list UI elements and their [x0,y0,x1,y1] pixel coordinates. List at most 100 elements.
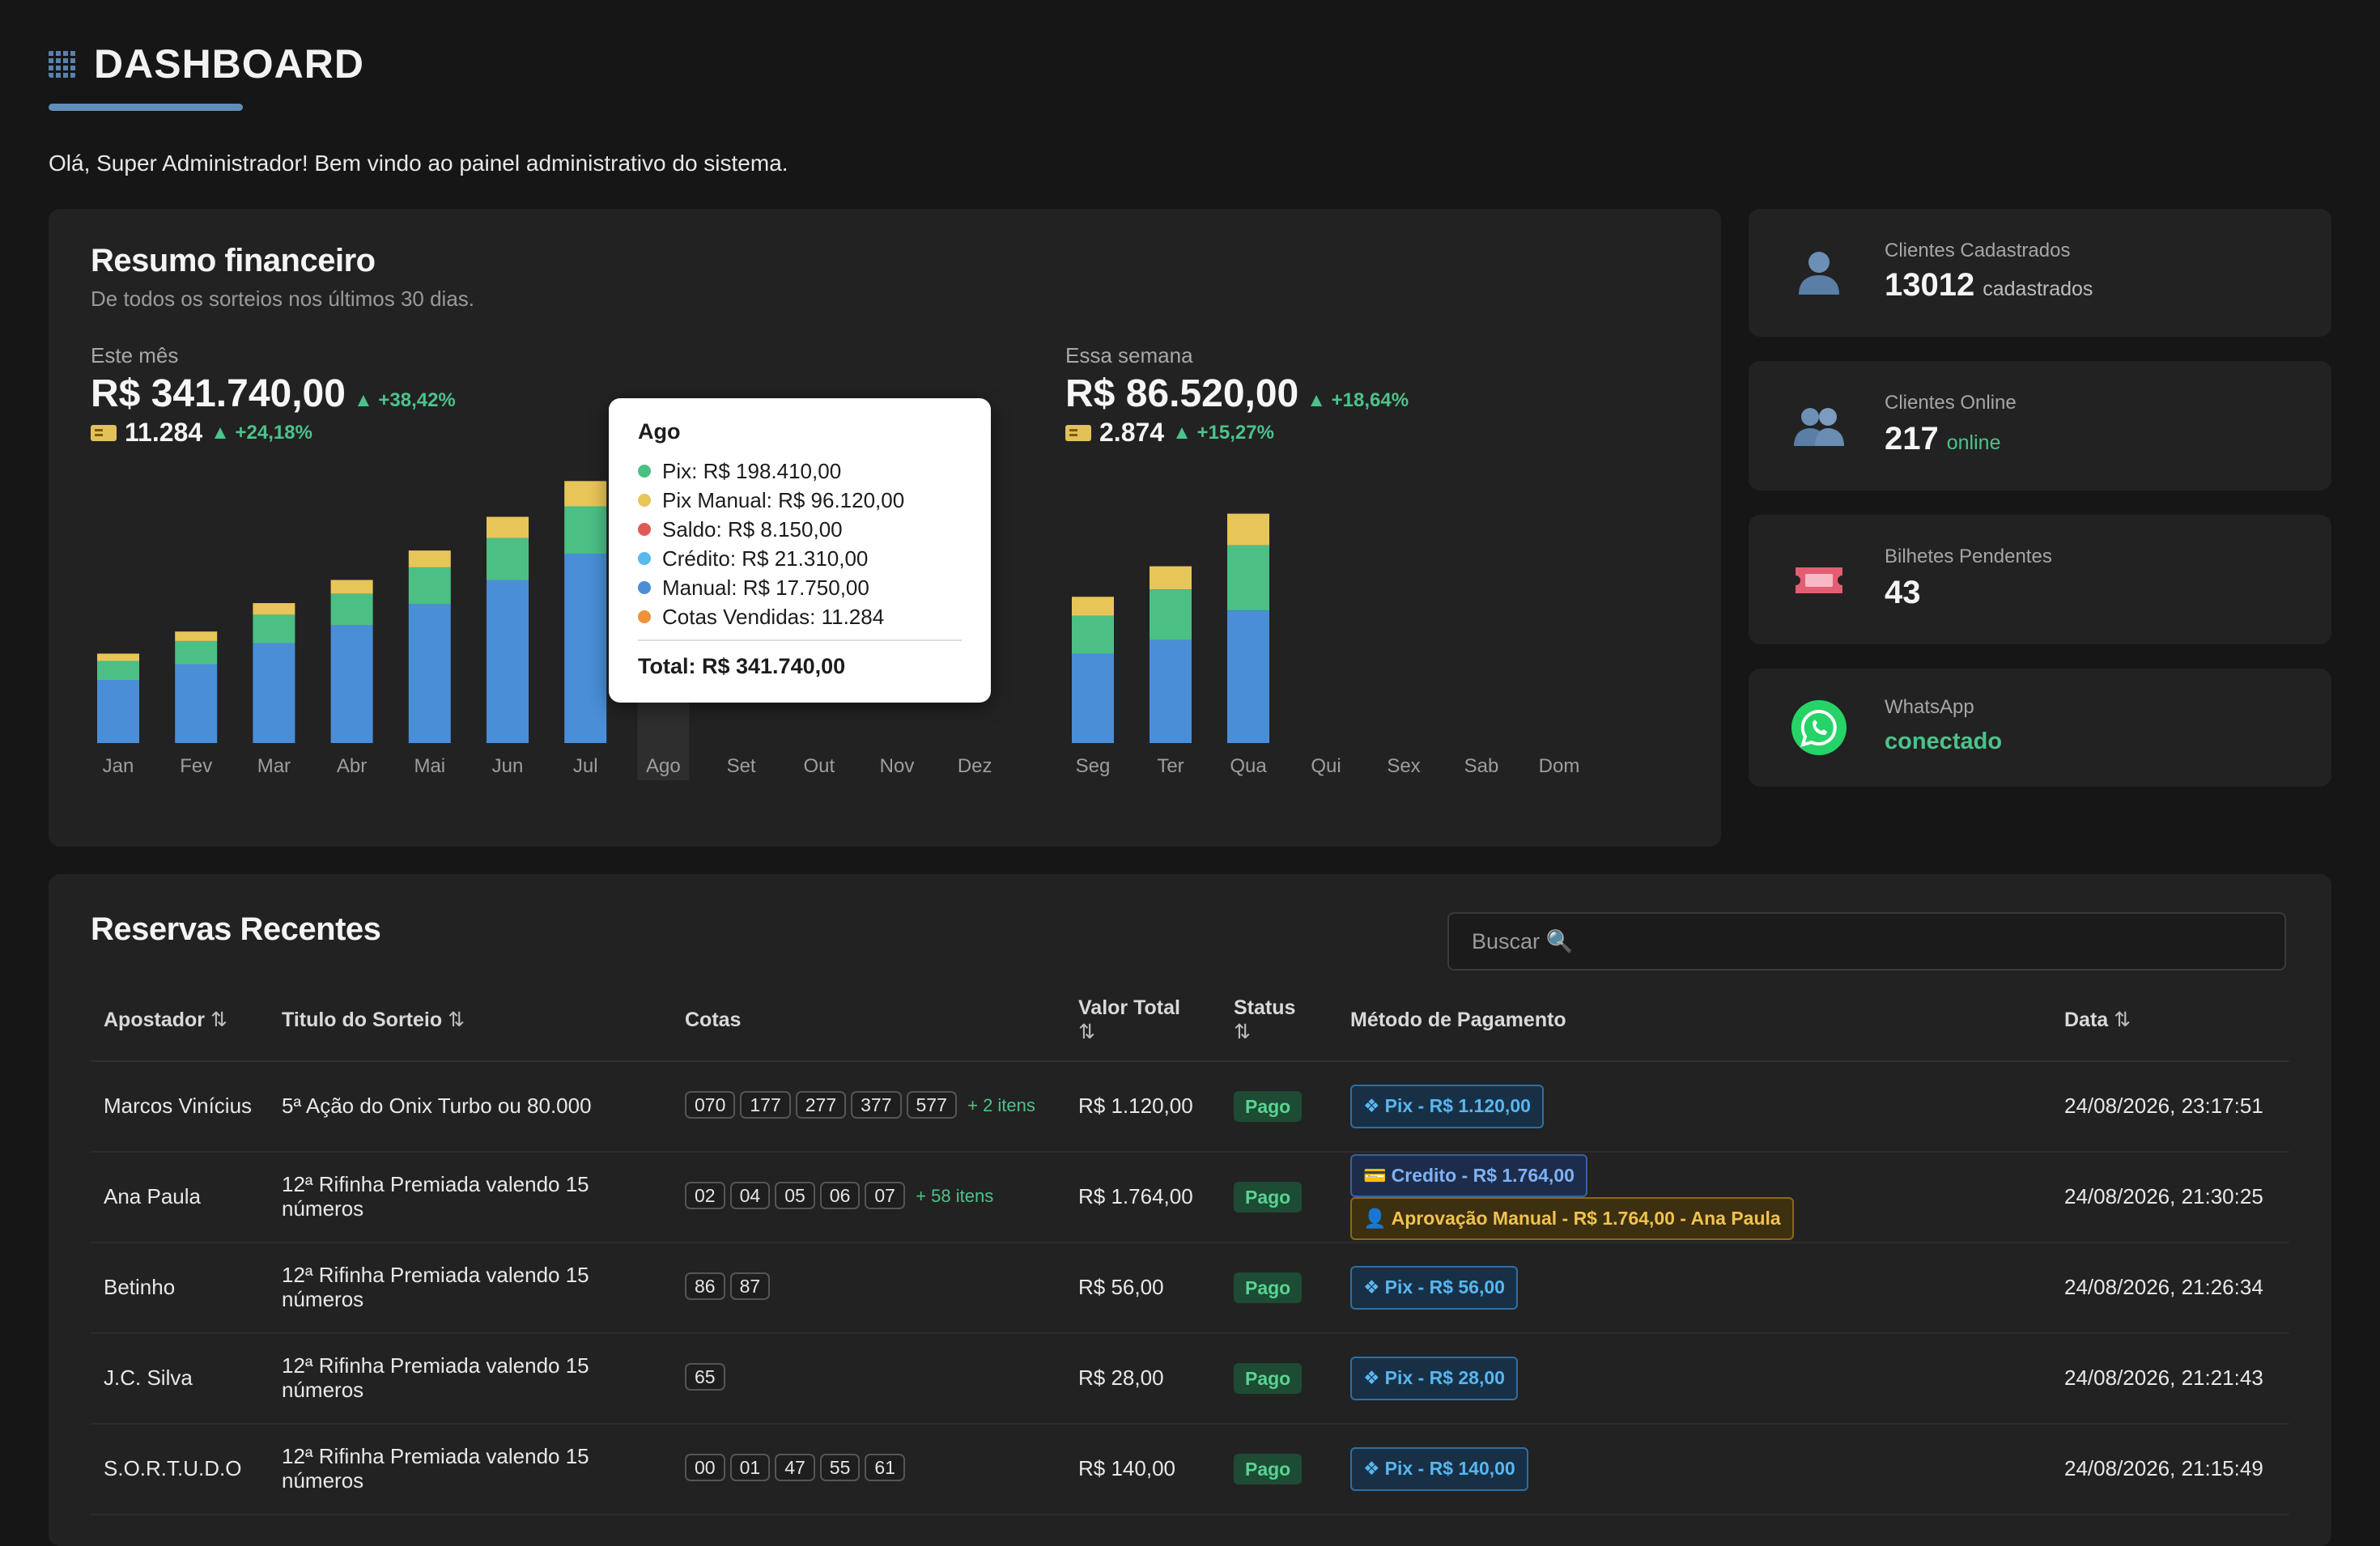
cell-status: Pago [1221,1333,1337,1425]
payment-badge-pix: ❖ Pix - R$ 56,00 [1350,1266,1518,1310]
bar-fev-s0[interactable] [175,664,218,744]
tick-label-jul: Jul [573,755,598,777]
bar-qua-s2[interactable] [1227,513,1269,546]
weekly-bar-chart[interactable]: Seg Ter Qua Qui Sex Sab Dom [1065,452,1632,836]
bar-abr-s1[interactable] [330,593,373,626]
tick-label-ter: Ter [1157,755,1184,777]
bar-mar-s2[interactable] [253,603,295,615]
ticket-icon [1065,424,1091,441]
tooltip-row: Manual: R$ 17.750,00 [638,573,904,602]
bar-qua-s1[interactable] [1227,545,1269,611]
tick-label-jun: Jun [492,755,524,777]
stat-card-clientes-cadastrados: Clientes Cadastrados 13012 cadastrados [1749,209,2331,337]
cell-status: Pago [1221,1242,1337,1334]
reservas-title: Reservas Recentes [91,911,381,947]
table-row[interactable]: Marcos Vinícius 5ª Ação do Onix Turbo ou … [91,1061,2289,1153]
tick-label-dom: Dom [1539,755,1580,777]
month-value: R$ 341.740,00 [91,372,346,415]
bar-ter-s0[interactable] [1150,639,1192,743]
chart-tooltip: Ago Pix: R$ 198.410,00 Pix Manual: R$ 96.… [609,398,991,703]
cell-apostador: Marcos Vinícius [91,1061,269,1153]
month-delta: ▲ +38,42% [353,389,456,411]
cota-chip: 61 [865,1453,905,1482]
bar-mar-s1[interactable] [253,614,295,643]
bar-abr-s0[interactable] [330,625,373,743]
cell-status: Pago [1221,1424,1337,1515]
status-badge: Pago [1234,1362,1303,1395]
table-header-row: Apostador ⇅ Titulo do Sorteio ⇅ Cotas Va… [91,979,2289,1062]
bar-jun-s1[interactable] [487,537,529,580]
bar-qua-s0[interactable] [1227,610,1269,743]
col-titulo[interactable]: Titulo do Sorteio ⇅ [269,979,672,1062]
cell-apostador: Betinho [91,1242,269,1334]
week-summary: Essa semana R$ 86.520,00 ▲ +18,64% 2.874… [1065,343,1409,448]
cota-chip: 01 [729,1453,771,1482]
cell-valor: R$ 1.120,00 [1065,1061,1221,1153]
bar-ter-s2[interactable] [1150,566,1192,590]
tick-label-set: Set [727,755,756,777]
bar-mar-s0[interactable] [253,643,295,744]
table-row[interactable]: S.O.R.T.U.D.O 12ª Rifinha Premiada valend… [91,1424,2289,1515]
col-cotas: Cotas [672,979,1065,1062]
tick-label-dez: Dez [958,755,992,777]
bar-fev-s2[interactable] [175,631,218,641]
bar-abr-s2[interactable] [330,580,373,594]
bar-seg-s2[interactable] [1072,597,1114,616]
bar-jun-s2[interactable] [487,516,529,538]
tick-label-qua: Qua [1230,755,1267,777]
more-items-link[interactable]: + 2 itens [967,1094,1035,1115]
col-data[interactable]: Data ⇅ [2051,979,2289,1062]
bar-fev-s1[interactable] [175,640,218,665]
payment-badge-pix: ❖ Pix - R$ 1.120,00 [1350,1085,1544,1128]
cell-valor: R$ 28,00 [1065,1333,1221,1425]
cell-cotas: 65 [672,1333,1065,1425]
weekly-chart-svg: Seg Ter Qua Qui Sex Sab Dom [1072,513,1580,777]
table-row[interactable]: J.C. Silva 12ª Rifinha Premiada valendo 1… [91,1333,2289,1425]
bar-mai-s2[interactable] [408,550,451,567]
legend-dot-icon [638,610,651,623]
bar-ter-s1[interactable] [1150,589,1192,640]
col-apostador[interactable]: Apostador ⇅ [91,979,269,1062]
tooltip-row-text: Pix Manual: R$ 96.120,00 [662,487,905,512]
cell-titulo: 12ª Rifinha Premiada valendo 15 números [269,1242,672,1334]
search-input[interactable] [1447,912,2286,970]
col-valor[interactable]: Valor Total ⇅ [1065,979,1221,1062]
week-delta: ▲ +18,64% [1307,389,1409,411]
table-row[interactable]: Ana Paula 12ª Rifinha Premiada valendo 15… [91,1152,2289,1243]
week-label: Essa semana [1065,343,1193,367]
bar-jan-s0[interactable] [97,680,139,743]
bar-jan-s1[interactable] [97,660,139,680]
bar-mai-s1[interactable] [408,567,451,605]
bar-jul-s2[interactable] [564,481,607,507]
cota-chip: 07 [865,1181,905,1210]
table-row[interactable]: Betinho 12ª Rifinha Premiada valendo 15 n… [91,1242,2289,1334]
legend-dot-icon [638,494,651,507]
cell-titulo: 12ª Rifinha Premiada valendo 15 números [269,1152,672,1243]
cota-chip: 277 [795,1090,847,1119]
cota-chip: 47 [775,1453,815,1482]
bar-jun-s0[interactable] [487,580,529,744]
manual-icon: 👤 [1363,1208,1387,1229]
tick-label-nov: Nov [880,755,915,777]
bar-jul-s0[interactable] [564,554,607,743]
tooltip-total: Total: R$ 341.740,00 [638,654,846,678]
cell-cotas: 070 177 277 377 577 + 2 itens [672,1061,1065,1153]
more-items-link[interactable]: + 58 itens [916,1185,994,1206]
cell-titulo: 12ª Rifinha Premiada valendo 15 números [269,1333,672,1425]
cell-apostador: J.C. Silva [91,1333,269,1425]
bar-mai-s0[interactable] [408,604,451,743]
cota-chip: 06 [819,1181,861,1210]
bar-jan-s2[interactable] [97,653,139,661]
bar-seg-s1[interactable] [1072,615,1114,654]
legend-dot-icon [638,581,651,594]
tooltip-title: Ago [638,419,681,444]
tick-label-seg: Seg [1076,755,1111,777]
month-label: Este mês [91,343,179,367]
tooltip-row-text: Manual: R$ 17.750,00 [662,575,869,600]
pix-icon: ❖ [1363,1458,1380,1480]
bar-jul-s1[interactable] [564,506,607,554]
cell-data: 24/08/2026, 23:17:51 [2051,1061,2289,1153]
col-status[interactable]: Status ⇅ [1221,979,1337,1062]
financial-summary-subtitle: De todos os sorteios nos últimos 30 dias… [91,287,475,311]
bar-seg-s0[interactable] [1072,653,1114,744]
